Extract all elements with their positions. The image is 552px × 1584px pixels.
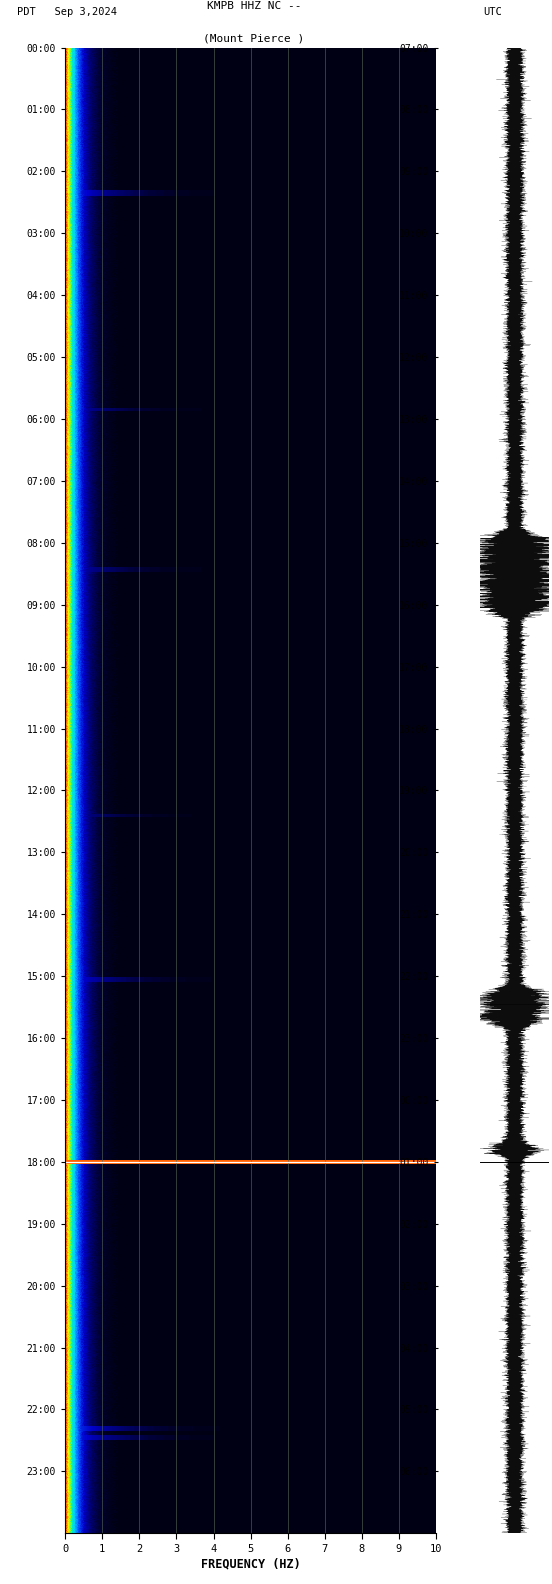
Text: UTC: UTC <box>483 6 502 17</box>
Text: KMPB HHZ NC --: KMPB HHZ NC -- <box>206 0 301 11</box>
Text: PDT   Sep 3,2024: PDT Sep 3,2024 <box>17 6 116 17</box>
Text: (Mount Pierce ): (Mount Pierce ) <box>203 33 305 44</box>
X-axis label: FREQUENCY (HZ): FREQUENCY (HZ) <box>201 1559 300 1571</box>
